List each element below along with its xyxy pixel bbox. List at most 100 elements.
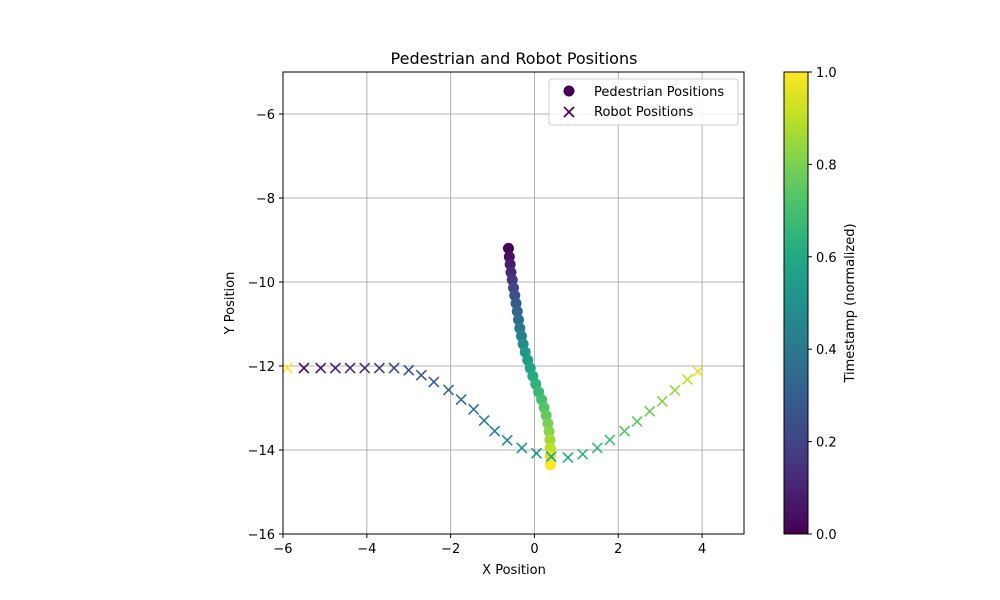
robot-point-stroke	[604, 434, 616, 446]
robot-point-stroke	[669, 384, 681, 396]
x-axis-label: X Position	[482, 563, 546, 578]
legend-pedestrian-label: Pedestrian Positions	[594, 85, 724, 100]
colorbar-ticks: 0.0 0.2 0.4 0.6 0.8 1.0	[808, 66, 837, 543]
legend-robot-marker	[563, 106, 575, 118]
robot-point	[403, 364, 415, 376]
pedestrian-point	[502, 242, 514, 254]
robot-point-stroke	[562, 451, 574, 464]
robot-point-stroke	[631, 415, 643, 428]
grid	[282, 72, 744, 535]
pedestrian-point	[543, 426, 555, 438]
robot-point	[656, 395, 668, 407]
data-marks	[281, 242, 704, 471]
robot-point-stroke	[455, 394, 467, 406]
pedestrian-point	[544, 459, 556, 471]
robot-point-stroke	[468, 403, 480, 415]
legend-box	[548, 78, 739, 126]
y-tick-label: −6	[256, 108, 275, 123]
robot-point-stroke	[489, 425, 501, 437]
robot-point-stroke	[618, 425, 631, 437]
robot-point-stroke	[373, 362, 385, 374]
colorbar-tick-label: 0.2	[816, 436, 837, 451]
robot-point	[669, 384, 681, 396]
robot-point-stroke	[403, 364, 415, 376]
robot-point	[489, 425, 501, 437]
robot-point-stroke	[359, 362, 371, 374]
colorbar-label: Timestamp (normalized)	[843, 223, 858, 383]
colorbar-tick-label: 0.4	[816, 343, 837, 358]
colorbar-tick-label: 1.0	[816, 66, 837, 81]
robot-point	[545, 451, 557, 463]
x-tick-label: 2	[614, 542, 622, 557]
robot-point-stroke	[530, 447, 543, 459]
robot-point	[478, 415, 490, 427]
robot-point	[501, 434, 513, 446]
x-tick-label: 0	[530, 542, 538, 557]
y-tick-label: −10	[248, 276, 275, 291]
robot-point	[315, 362, 327, 374]
legend-robot-label: Robot Positions	[594, 105, 693, 120]
robot-point	[329, 362, 341, 374]
robot-point	[388, 362, 400, 374]
robot-point-stroke	[344, 362, 356, 374]
robot-point	[442, 384, 455, 396]
x-axis-ticks: −6 −4 −2 0 2 4	[273, 534, 706, 557]
y-axis-label: Y Position	[223, 272, 238, 336]
robot-point-stroke	[644, 405, 656, 417]
chart-title: Pedestrian and Robot Positions	[391, 49, 638, 68]
robot-point-stroke	[281, 362, 293, 374]
pedestrian-point	[511, 305, 523, 317]
y-tick-label: −12	[248, 360, 275, 375]
x-tick-label: −6	[273, 542, 292, 557]
robot-point-stroke	[442, 384, 455, 396]
pedestrian-point	[513, 314, 525, 326]
pedestrian-point	[544, 434, 556, 446]
robot-point-stroke	[428, 376, 440, 388]
robot-point-stroke	[545, 451, 557, 463]
robot-point	[604, 434, 616, 446]
pedestrian-point	[504, 258, 516, 270]
robot-point	[644, 405, 656, 417]
robot-point	[468, 403, 480, 415]
robot-point-stroke	[478, 415, 490, 427]
robot-point	[692, 365, 704, 378]
robot-point	[281, 362, 293, 374]
pedestrian-point	[544, 442, 556, 454]
robot-point	[455, 394, 467, 406]
x-tick-label: 4	[698, 542, 706, 557]
colorbar: 0.0 0.2 0.4 0.6 0.8 1.0 Timestamp (normalized…	[783, 66, 858, 543]
robot-point	[591, 442, 603, 454]
robot-point-stroke	[388, 362, 400, 374]
robot-point-stroke	[516, 442, 528, 454]
robot-point	[298, 362, 310, 374]
robot-point	[618, 425, 631, 437]
robot-point-stroke	[329, 362, 341, 374]
robot-point	[373, 362, 385, 374]
y-tick-label: −16	[248, 528, 275, 543]
robot-point	[359, 362, 371, 374]
plot-frame	[282, 71, 745, 535]
colorbar-tick-label: 0.6	[816, 251, 837, 266]
robot-point-stroke	[298, 362, 310, 374]
robot-point	[681, 373, 693, 386]
robot-point	[344, 362, 356, 374]
robot-point-stroke	[692, 365, 704, 378]
x-tick-label: −2	[441, 542, 460, 557]
x-tick-label: −4	[357, 542, 376, 557]
robot-point-stroke	[591, 442, 603, 454]
robot-point	[577, 448, 589, 460]
robot-point	[631, 415, 643, 428]
robot-point	[428, 376, 440, 388]
robot-point-stroke	[577, 448, 589, 460]
robot-point-stroke	[315, 362, 327, 374]
robot-point	[530, 447, 543, 459]
y-axis-ticks: −16 −14 −12 −10 −8 −6	[248, 108, 283, 543]
robot-point-stroke	[501, 434, 513, 446]
robot-point	[415, 369, 427, 381]
robot-point-stroke	[656, 395, 668, 407]
legend: Pedestrian Positions Robot Positions	[548, 78, 739, 126]
y-tick-label: −8	[256, 192, 275, 207]
colorbar-gradient	[783, 71, 809, 535]
robot-point	[516, 442, 528, 454]
